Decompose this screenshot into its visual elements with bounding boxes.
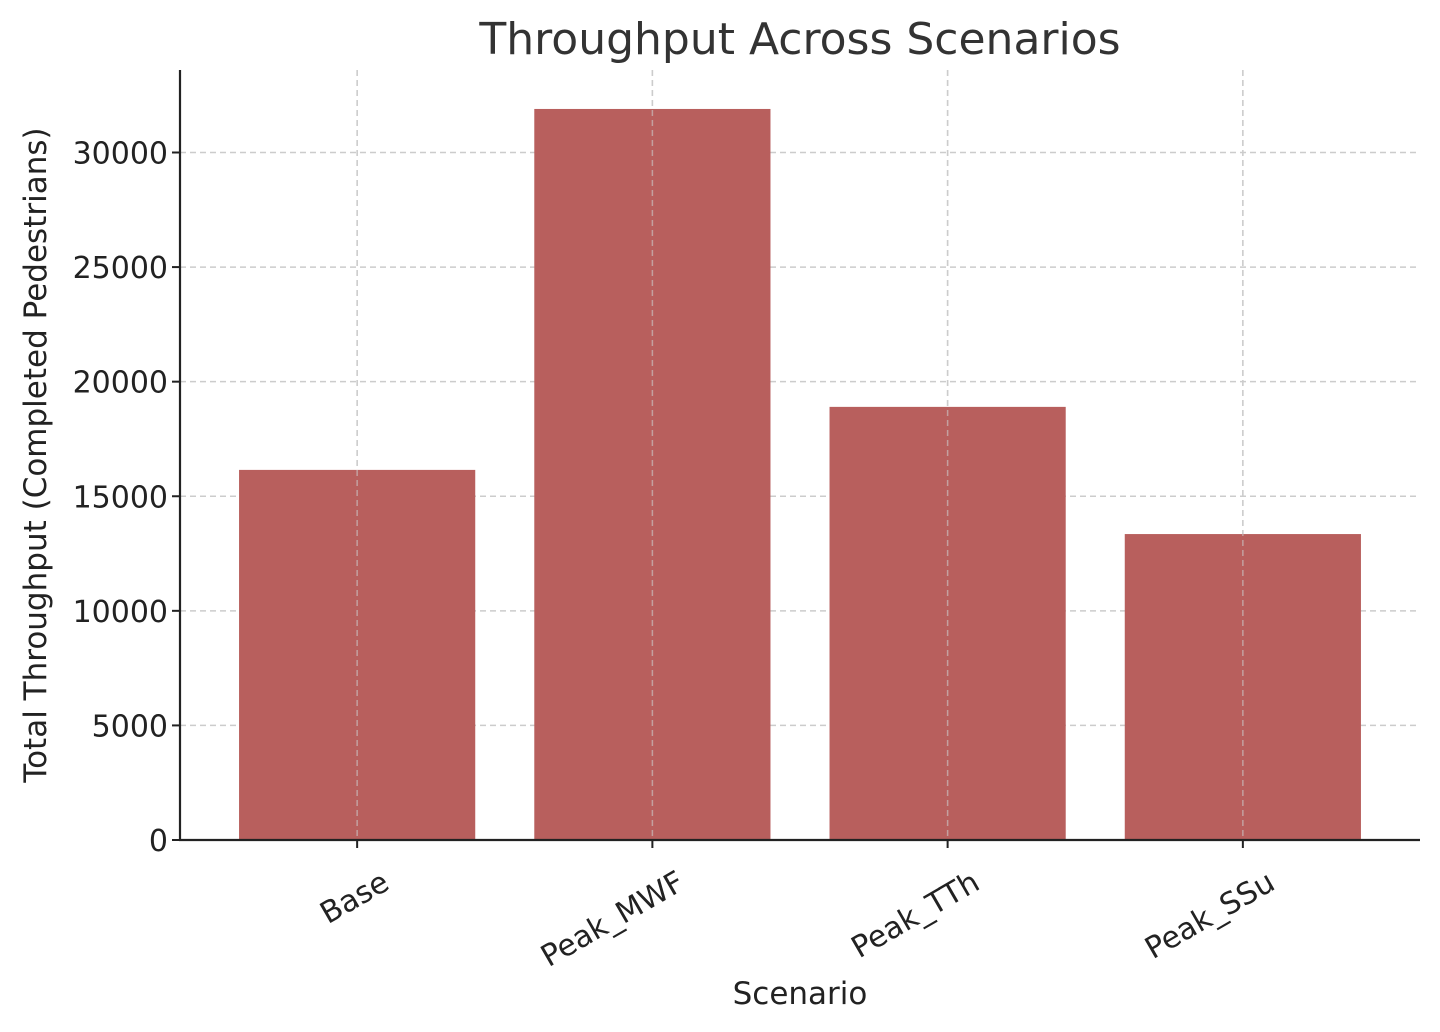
y-tick-label: 0 <box>149 824 168 859</box>
bars-layer <box>239 70 1361 841</box>
y-tick-label: 10000 <box>73 595 168 630</box>
y-tick-label: 25000 <box>73 251 168 286</box>
y-tick-label: 30000 <box>73 137 168 172</box>
y-tick-label: 15000 <box>73 480 168 515</box>
x-tick-label: Peak_SSu <box>1139 865 1281 967</box>
x-tick-label: Peak_MWF <box>535 865 690 975</box>
x-tick-label: Base <box>314 865 395 932</box>
x-axis-label: Scenario <box>733 976 868 1012</box>
y-tick-label: 5000 <box>92 709 168 744</box>
y-axis-label: Total Throughput (Completed Pedestrians) <box>18 127 54 783</box>
x-tick-label: Peak_TTh <box>846 865 986 966</box>
y-tick-label: 20000 <box>73 366 168 401</box>
chart-title: Throughput Across Scenarios <box>478 14 1120 65</box>
axes-layer <box>178 70 1420 842</box>
